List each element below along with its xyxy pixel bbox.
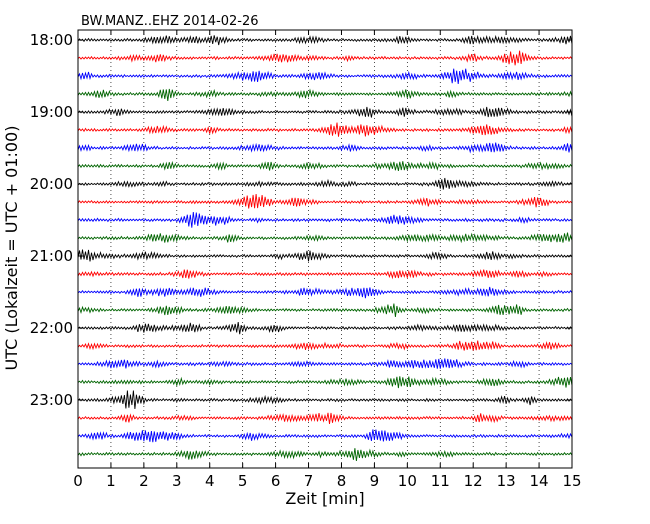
seismic-trace-2300 bbox=[77, 390, 573, 410]
x-tick-label: 0 bbox=[73, 472, 83, 490]
seismic-trace-2015 bbox=[77, 193, 573, 209]
y-tick-label: 21:00 bbox=[30, 247, 73, 265]
seismic-trace-2315 bbox=[77, 412, 573, 425]
x-tick-label: 11 bbox=[431, 472, 450, 490]
seismic-trace-1945 bbox=[77, 160, 573, 171]
x-tick-label: 13 bbox=[497, 472, 516, 490]
x-tick-label: 2 bbox=[139, 472, 149, 490]
seismic-trace-1915 bbox=[77, 122, 573, 137]
grid-layer bbox=[110, 30, 540, 468]
x-tick-label: 10 bbox=[398, 472, 417, 490]
y-tick-label: 18:00 bbox=[30, 31, 73, 49]
x-tick-label: 4 bbox=[205, 472, 215, 490]
seismic-trace-2130 bbox=[77, 286, 573, 299]
x-axis-label: Zeit [min] bbox=[285, 489, 364, 508]
x-tick-label: 12 bbox=[464, 472, 483, 490]
x-tick-label: 15 bbox=[562, 472, 581, 490]
x-tick-label: 9 bbox=[370, 472, 380, 490]
seismic-trace-2000 bbox=[77, 177, 573, 190]
seismic-trace-1900 bbox=[77, 106, 573, 118]
seismic-trace-2215 bbox=[77, 340, 573, 351]
x-tick-label: 8 bbox=[337, 472, 347, 490]
x-tick-label: 6 bbox=[271, 472, 281, 490]
y-axis-label: UTC (Lokalzeit = UTC + 01:00) bbox=[2, 126, 21, 371]
seismic-trace-2245 bbox=[77, 376, 573, 389]
trace-layer bbox=[77, 34, 573, 462]
axis-layer: 0 1 2 3 4 5 6 7 8 9 10 11 12 13 14 1518:0019:0020:0021:… bbox=[30, 30, 582, 490]
chart-title: BW.MANZ..EHZ 2014-02-26 bbox=[81, 14, 259, 29]
seismic-trace-2200 bbox=[77, 322, 573, 335]
x-tick-label: 1 bbox=[106, 472, 116, 490]
seismic-trace-1830 bbox=[77, 68, 573, 85]
seismic-trace-1930 bbox=[77, 142, 573, 154]
seismic-trace-2045 bbox=[77, 232, 573, 244]
seismic-trace-1815 bbox=[77, 50, 573, 66]
x-tick-label: 7 bbox=[304, 472, 314, 490]
x-tick-label: 3 bbox=[172, 472, 182, 490]
seismic-trace-2345 bbox=[77, 448, 573, 462]
plot-frame bbox=[77, 29, 573, 469]
y-tick-label: 22:00 bbox=[30, 319, 73, 337]
x-tick-label: 5 bbox=[238, 472, 248, 490]
seismic-trace-2330 bbox=[77, 429, 573, 443]
seismic-trace-2100 bbox=[77, 249, 573, 262]
seismic-trace-2145 bbox=[77, 303, 573, 317]
x-tick-label: 14 bbox=[530, 472, 549, 490]
seismic-trace-2115 bbox=[77, 269, 573, 280]
seismic-trace-1800 bbox=[77, 34, 573, 46]
y-tick-label: 20:00 bbox=[30, 175, 73, 193]
y-tick-label: 23:00 bbox=[30, 391, 73, 409]
seismic-trace-2230 bbox=[77, 358, 573, 369]
y-tick-label: 19:00 bbox=[30, 103, 73, 121]
seismic-trace-2030 bbox=[77, 211, 573, 228]
seismic-trace-1845 bbox=[77, 88, 573, 102]
